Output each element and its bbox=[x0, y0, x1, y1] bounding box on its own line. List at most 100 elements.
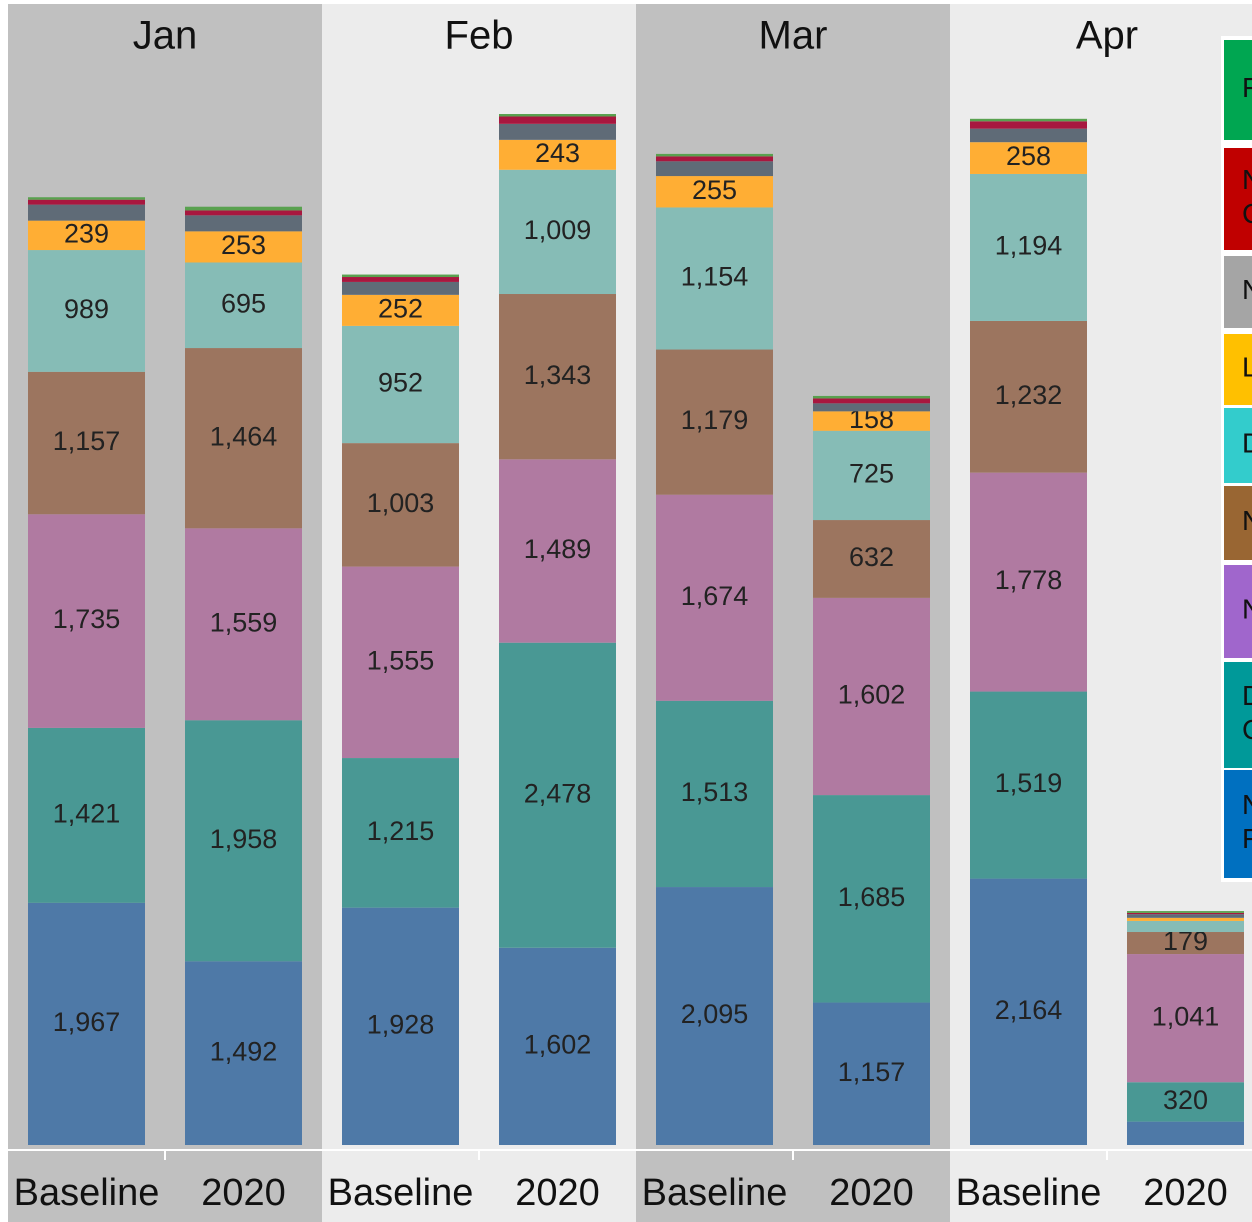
x-tick-label: 2020 bbox=[201, 1172, 286, 1214]
bar-segment bbox=[499, 642, 616, 948]
data-label: 1,674 bbox=[681, 581, 749, 611]
group-label: Jan bbox=[133, 14, 198, 58]
bar-segment bbox=[499, 169, 616, 295]
data-label: 1,179 bbox=[681, 405, 749, 435]
bar-segment bbox=[970, 118, 1087, 122]
bar-segment bbox=[813, 520, 930, 598]
data-label: 252 bbox=[378, 294, 423, 324]
data-label: 1,194 bbox=[995, 231, 1063, 261]
x-tick-label: 2020 bbox=[829, 1172, 914, 1214]
data-label: 1,489 bbox=[524, 534, 592, 564]
bar-segment bbox=[813, 395, 930, 399]
bar-segment bbox=[970, 472, 1087, 692]
bar-segment bbox=[499, 114, 616, 117]
legend-label: N bbox=[1242, 274, 1252, 305]
data-label: 1,555 bbox=[367, 645, 435, 675]
data-label: 1,958 bbox=[210, 824, 278, 854]
data-label: 695 bbox=[221, 288, 266, 318]
data-label: 253 bbox=[221, 230, 266, 260]
bar-segment bbox=[1127, 954, 1244, 1083]
legend-label: NF bbox=[1242, 789, 1252, 854]
bar-segment bbox=[185, 720, 302, 962]
data-label: 320 bbox=[1163, 1085, 1208, 1115]
legend-label: N bbox=[1242, 594, 1252, 625]
data-label: 1,492 bbox=[210, 1036, 278, 1066]
data-label: 2,164 bbox=[995, 995, 1063, 1025]
legend-label-line: F bbox=[1242, 72, 1252, 103]
bar-segment bbox=[813, 411, 930, 431]
bar-segment bbox=[656, 494, 773, 701]
bar-segment bbox=[185, 215, 302, 232]
legend-label-line: D bbox=[1242, 428, 1252, 459]
bar-segment bbox=[970, 173, 1087, 321]
legend-label: NC bbox=[1242, 164, 1252, 229]
data-label: 2,095 bbox=[681, 999, 749, 1029]
data-label: 1,519 bbox=[995, 768, 1063, 798]
data-label: 1,967 bbox=[53, 1007, 121, 1037]
bar-segment bbox=[656, 153, 773, 157]
bar-segment bbox=[970, 691, 1087, 879]
legend-swatch bbox=[1224, 408, 1252, 483]
bar-segment bbox=[185, 961, 302, 1145]
bar-segment bbox=[813, 597, 930, 796]
bar-segment bbox=[1127, 914, 1244, 918]
x-tick-label: 2020 bbox=[1143, 1172, 1228, 1214]
bar-segment bbox=[813, 403, 930, 412]
bar-segment bbox=[342, 566, 459, 759]
bar-segment bbox=[28, 250, 145, 372]
bar-segment bbox=[342, 325, 459, 444]
data-label: 1,421 bbox=[53, 798, 121, 828]
bar-segment bbox=[970, 878, 1087, 1145]
legend-label-line: C bbox=[1242, 714, 1252, 745]
data-label: 255 bbox=[692, 175, 737, 205]
bar-segment bbox=[1127, 912, 1244, 915]
legend-label-line: N bbox=[1242, 789, 1252, 820]
legend-label-line: C bbox=[1242, 198, 1252, 229]
bar-segment bbox=[813, 1002, 930, 1145]
bar-segment bbox=[342, 294, 459, 326]
bar-segment bbox=[342, 758, 459, 908]
data-label: 1,602 bbox=[838, 680, 906, 710]
bar-segment bbox=[970, 128, 1087, 143]
bar-segment bbox=[499, 139, 616, 170]
legend-label: D bbox=[1242, 428, 1252, 459]
bar-segment bbox=[1127, 920, 1244, 933]
bar-segment bbox=[970, 320, 1087, 473]
bar-segment bbox=[1127, 1121, 1244, 1145]
x-tick-label: Baseline bbox=[956, 1172, 1102, 1214]
data-label: 989 bbox=[64, 294, 109, 324]
data-label: 1,154 bbox=[681, 262, 749, 292]
bar-segment bbox=[970, 142, 1087, 174]
x-tick-label: Baseline bbox=[14, 1172, 160, 1214]
x-tick-label: Baseline bbox=[328, 1172, 474, 1214]
legend-label: DC bbox=[1242, 680, 1252, 745]
legend-swatch bbox=[1224, 486, 1252, 560]
legend-label-line: L bbox=[1242, 352, 1252, 383]
data-label: 1,232 bbox=[995, 380, 1063, 410]
bar-segment bbox=[342, 274, 459, 278]
bar-segment bbox=[813, 430, 930, 521]
x-tick-label: Baseline bbox=[642, 1172, 788, 1214]
legend-label: L bbox=[1242, 352, 1252, 383]
data-label: 1,343 bbox=[524, 360, 592, 390]
data-label: 1,559 bbox=[210, 607, 278, 637]
bar-segment bbox=[656, 207, 773, 350]
data-label: 1,685 bbox=[838, 882, 906, 912]
bar-segment bbox=[185, 231, 302, 263]
data-label: 258 bbox=[1006, 141, 1051, 171]
bar-segment bbox=[185, 528, 302, 721]
legend-label: N bbox=[1242, 505, 1252, 536]
data-label: 1,778 bbox=[995, 565, 1063, 595]
legend-swatch bbox=[1224, 334, 1252, 405]
bar-segment bbox=[499, 294, 616, 460]
bar-segment bbox=[656, 700, 773, 888]
bar-segment bbox=[656, 349, 773, 495]
group-label: Feb bbox=[445, 14, 514, 58]
bar-segment bbox=[342, 907, 459, 1145]
bar-segment bbox=[499, 459, 616, 643]
data-label: 1,513 bbox=[681, 777, 749, 807]
bar-segment bbox=[813, 398, 930, 404]
data-label: 1,928 bbox=[367, 1009, 435, 1039]
